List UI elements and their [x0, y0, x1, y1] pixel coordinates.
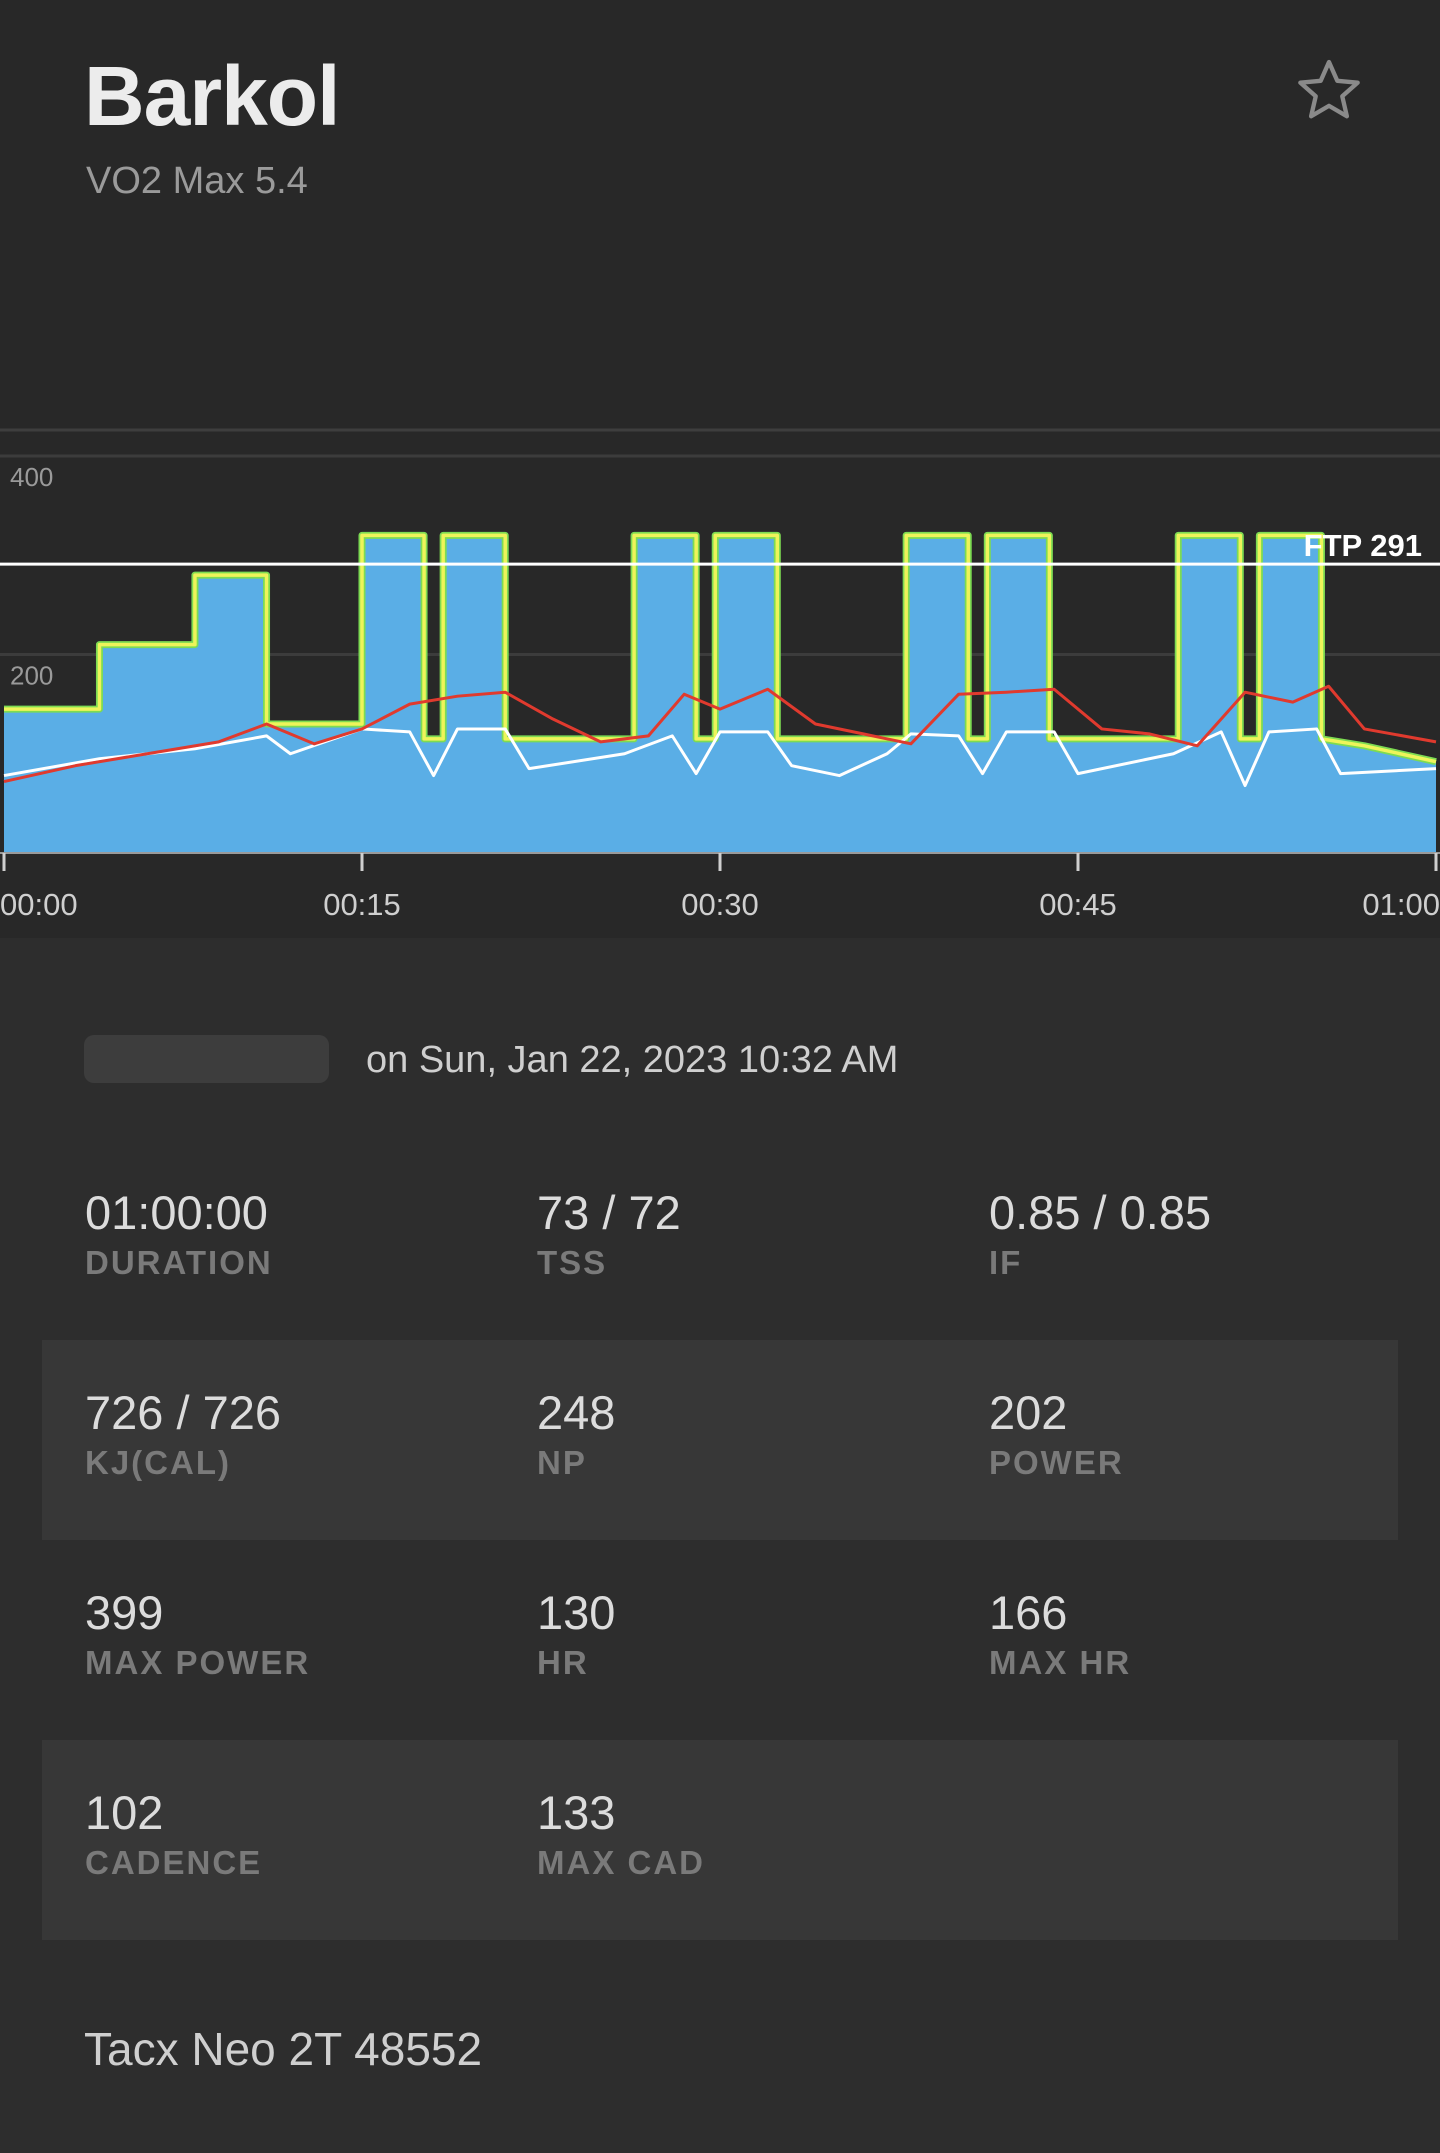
stat-label: DURATION: [85, 1244, 273, 1281]
stats-row: 399 MAX POWER 130 HR 166 MAX HR: [42, 1540, 1398, 1740]
device-name: Tacx Neo 2T 48552: [84, 2023, 483, 2075]
workout-title: Barkol: [84, 49, 340, 143]
cadence-line: [3, 727, 1437, 788]
stat-value: 202: [989, 1386, 1068, 1439]
heart-rate-line: [3, 684, 1437, 784]
workout-header: Barkol VO2 Max 5.4: [0, 0, 1440, 430]
stat-hr: 130 HR: [537, 1588, 615, 1686]
stat-label: KJ(CAL): [85, 1444, 231, 1481]
stat-value: 166: [989, 1586, 1068, 1639]
workout-subtitle: VO2 Max 5.4: [86, 160, 308, 202]
power-chart[interactable]: 400 200 FTP 291 00:00 00:15 00:30 00:45 01:00: [0, 400, 1440, 938]
stat-if: 0.85 / 0.85 IF: [989, 1188, 1211, 1286]
stats-table: 01:00:00 DURATION 73 / 72 TSS 0.85 / 0.8…: [42, 1140, 1398, 1940]
stat-max-power: 399 MAX POWER: [85, 1588, 310, 1686]
stat-value: 102: [85, 1786, 164, 1839]
stat-label: MAX CAD: [537, 1844, 705, 1881]
stat-label: MAX POWER: [85, 1644, 311, 1681]
stat-label: TSS: [537, 1244, 608, 1281]
redacted-name-block: [84, 1035, 329, 1083]
stat-value: 726 / 726: [85, 1386, 282, 1439]
stat-value: 133: [537, 1786, 616, 1839]
stat-value: 248: [537, 1386, 616, 1439]
stat-value: 399: [85, 1586, 164, 1639]
stats-row: 102 CADENCE 133 MAX CAD: [42, 1740, 1398, 1940]
y-tick-label: 400: [10, 462, 53, 492]
stats-row: 01:00:00 DURATION 73 / 72 TSS 0.85 / 0.8…: [42, 1140, 1398, 1340]
stat-max-cad: 133 MAX CAD: [537, 1788, 705, 1886]
stat-value: 0.85 / 0.85: [989, 1186, 1212, 1239]
stat-duration: 01:00:00 DURATION: [85, 1188, 273, 1286]
stat-tss: 73 / 72 TSS: [537, 1188, 681, 1286]
ftp-label: FTP 291: [1304, 528, 1422, 563]
x-tick-label: 00:45: [1039, 887, 1117, 922]
stat-label: HR: [537, 1644, 589, 1681]
stat-label: CADENCE: [85, 1844, 263, 1881]
y-tick-label: 200: [10, 661, 53, 691]
stat-value: 73 / 72: [537, 1186, 681, 1239]
x-tick-label: 00:00: [0, 887, 78, 922]
stat-value: 130: [537, 1586, 616, 1639]
stat-label: IF: [989, 1244, 1023, 1281]
stat-power: 202 POWER: [989, 1388, 1124, 1486]
stat-np: 248 NP: [537, 1388, 615, 1486]
target-power-line: [4, 533, 1437, 764]
stat-max-hr: 166 MAX HR: [989, 1588, 1131, 1686]
stat-value: 01:00:00: [85, 1186, 268, 1239]
stats-row: 726 / 726 KJ(CAL) 248 NP 202 POWER: [42, 1340, 1398, 1540]
x-tick-label: 00:30: [681, 887, 759, 922]
workout-date: on Sun, Jan 22, 2023 10:32 AM: [366, 1039, 899, 1081]
stat-label: MAX HR: [989, 1644, 1132, 1681]
power-area: [4, 535, 1436, 853]
star-icon[interactable]: [1292, 54, 1366, 128]
stat-label: POWER: [989, 1444, 1124, 1481]
x-tick-label: 00:15: [323, 887, 401, 922]
stat-kj: 726 / 726 KJ(CAL): [85, 1388, 281, 1486]
stat-cadence: 102 CADENCE: [85, 1788, 262, 1886]
power-chart-svg: 400 200 FTP 291 00:00 00:15 00:30 00:45 01:00: [0, 428, 1440, 922]
stat-label: NP: [537, 1444, 587, 1481]
workout-date-row: on Sun, Jan 22, 2023 10:32 AM: [84, 1035, 1384, 1085]
x-tick-label: 01:00: [1362, 887, 1440, 922]
